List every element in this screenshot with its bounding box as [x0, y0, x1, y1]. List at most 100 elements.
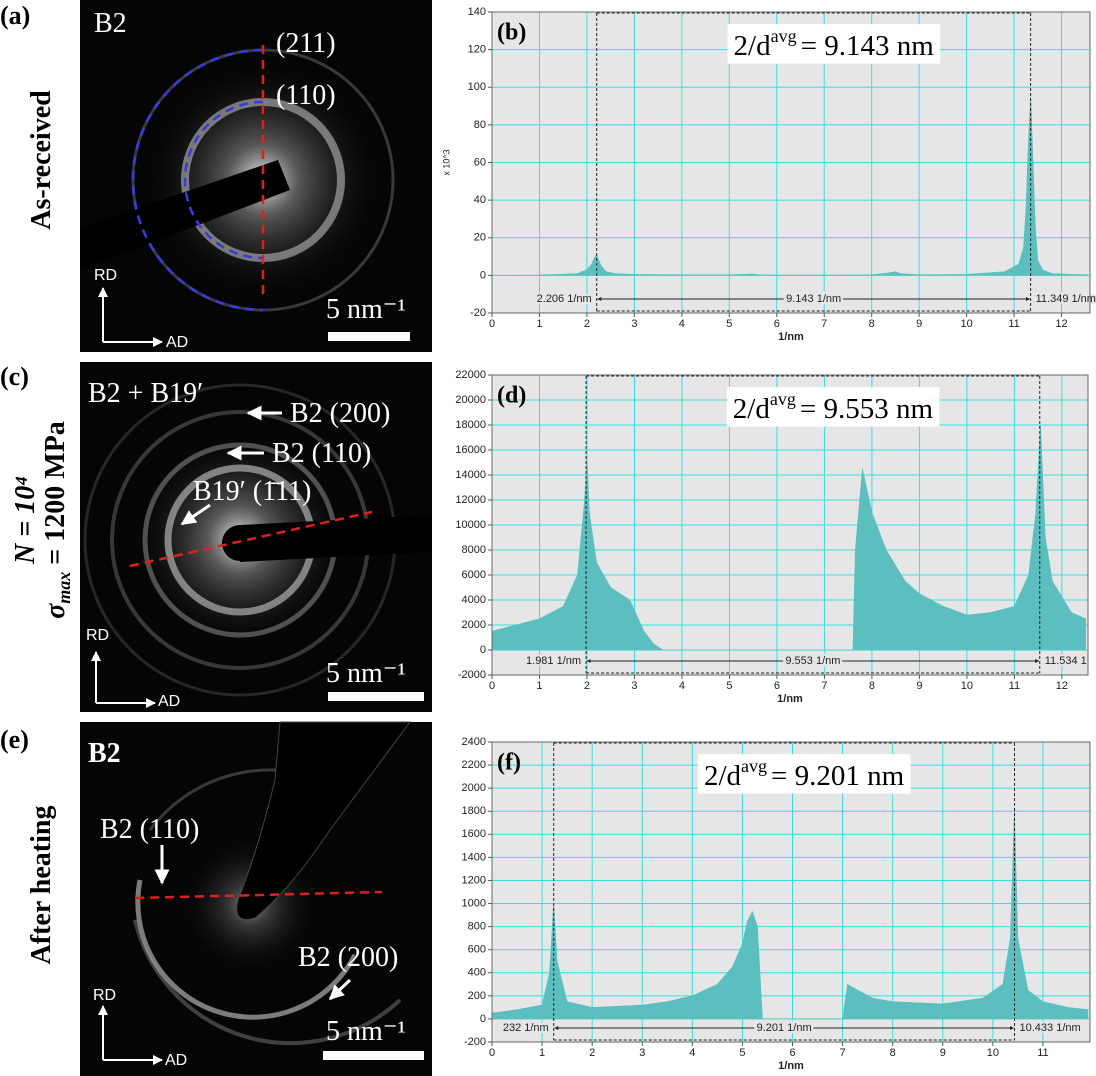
beam-stop [236, 721, 411, 920]
arrow [180, 503, 211, 526]
condition-label: N = 10⁴ [10, 476, 41, 565]
plane-label: B2 (200) [298, 942, 398, 973]
marker-label: 1.981 1/nm [526, 655, 581, 667]
ring [135, 879, 358, 1020]
x-tick-label: 2 [589, 1047, 595, 1059]
x-tick-label: 2 [584, 680, 590, 692]
annotation-text: 2/davg = 9.143 nm [734, 26, 935, 62]
x-tick-label: 5 [726, 680, 732, 692]
x-tick-label: 3 [631, 680, 637, 692]
y-tick-label: 14000 [455, 469, 486, 481]
x-tick-label: 9 [916, 318, 922, 330]
y-tick-label: 0 [480, 269, 486, 281]
x-axis-label: 1/nm [777, 693, 803, 705]
x-tick-label: 3 [639, 1047, 645, 1059]
annotation-sup: avg [770, 389, 796, 409]
annotation-prefix: 2/d [733, 393, 771, 425]
scale-bar [323, 1051, 424, 1060]
x-tick-label: 9 [916, 680, 922, 692]
x-axis-label: 1/nm [778, 331, 804, 343]
annotation-suffix: = 9.553 nm [800, 393, 934, 425]
annotation-prefix: 2/d [704, 760, 742, 792]
profile-area [491, 811, 1089, 1020]
phase-label: B2 [94, 8, 127, 39]
y-tick-label: 400 [468, 967, 486, 979]
annotation-box [727, 24, 941, 64]
plane-label: B2 (110) [272, 438, 371, 469]
profile-area [496, 96, 1088, 276]
x-tick-label: 7 [821, 318, 827, 330]
annotation-text: 2/davg = 9.201 nm [704, 756, 905, 792]
panel-label: (f) [497, 750, 521, 776]
y-tick-label: 1000 [462, 897, 486, 909]
plot-frame [491, 374, 1089, 676]
y-tick-label: 12000 [455, 494, 486, 506]
annotation: 2/davg = 9.553 nm [726, 387, 940, 427]
y-tick-label: -20 [470, 307, 486, 319]
rd-label: RD [93, 987, 116, 1004]
span-label: 9.553 1/nm [785, 655, 840, 667]
x-tick-label: 0 [489, 318, 495, 330]
x-tick-label: 6 [774, 680, 780, 692]
annotation-suffix: = 9.201 nm [771, 760, 905, 792]
scale-bar [328, 332, 410, 341]
x-tick-label: 11 [1008, 318, 1019, 330]
y-tick-label: 20 [474, 232, 486, 244]
x-tick-label: 0 [489, 680, 495, 692]
marker-label: 11.349 1/nm [1036, 293, 1096, 305]
y-tick-label: 100 [468, 81, 486, 93]
condition-label: After heating [26, 806, 57, 965]
panel-a: (a) B2 (211) (110) 5 nm⁻¹ RD AD As-recei… [0, 0, 432, 352]
ring [133, 919, 402, 1046]
y-tick-label: 0 [480, 1013, 486, 1025]
x-tick-label: 1 [536, 680, 542, 692]
y-tick-label: 40 [474, 194, 486, 206]
ad-label: AD [166, 334, 188, 351]
x-tick-label: 1 [539, 1047, 545, 1059]
beam-stop [222, 525, 258, 561]
span-label: 9.201 1/nm [757, 1022, 812, 1034]
x-tick-label: 12 [1055, 318, 1067, 330]
ad-label: AD [165, 1052, 187, 1069]
y-tick-label: 20000 [455, 394, 486, 406]
annotation-prefix: 2/d [734, 30, 772, 62]
x-tick-label: 4 [689, 1047, 695, 1059]
y-tick-label: 2200 [462, 759, 486, 771]
y-tick-label: 800 [468, 921, 486, 933]
beam-stop [80, 160, 290, 270]
stress-symbol: σ [40, 603, 71, 619]
annotation-sup: avg [771, 26, 797, 46]
panel-label: (e) [0, 725, 29, 754]
x-axis-label: 1/nm [778, 1060, 804, 1072]
rd-label: RD [94, 267, 117, 284]
plane-label: (110) [276, 80, 336, 111]
y-tick-label: -200 [464, 1036, 486, 1048]
x-tick-label: 7 [821, 680, 827, 692]
y-tick-label: 140 [468, 6, 486, 18]
x-tick-label: 11 [1037, 1047, 1048, 1059]
scale-bar [328, 692, 424, 701]
phase-label: B2 + B19′ [88, 378, 203, 409]
x-tick-label: 11 [1009, 680, 1020, 692]
annotation: 2/davg = 9.201 nm [697, 754, 911, 794]
panel-label: (a) [0, 1, 30, 30]
panel-label: (d) [497, 383, 526, 409]
y-tick-label: 200 [468, 990, 486, 1002]
y-tick-label: 16000 [455, 444, 486, 456]
span-label: 9.143 1/nm [786, 293, 841, 305]
scale-text: 5 nm⁻¹ [326, 658, 406, 689]
y-tick-label: 18000 [455, 419, 486, 431]
stress-value: = 1200 MPa [40, 421, 71, 572]
beam-stop [240, 515, 432, 562]
plot-frame [491, 741, 1091, 1043]
scale-text: 5 nm⁻¹ [326, 294, 406, 325]
marker-label: 11.534 1 [1045, 655, 1087, 667]
plot-frame [491, 11, 1091, 314]
y-tick-label: 8000 [462, 544, 486, 556]
x-tick-label: 8 [869, 318, 875, 330]
x-tick-label: 10 [987, 1047, 999, 1059]
phase-label: B2 [88, 738, 121, 769]
plane-label: B2 (200) [290, 398, 390, 429]
stress-label: σmax = 1200 MPa [40, 421, 74, 619]
scale-text: 5 nm⁻¹ [326, 1016, 406, 1047]
